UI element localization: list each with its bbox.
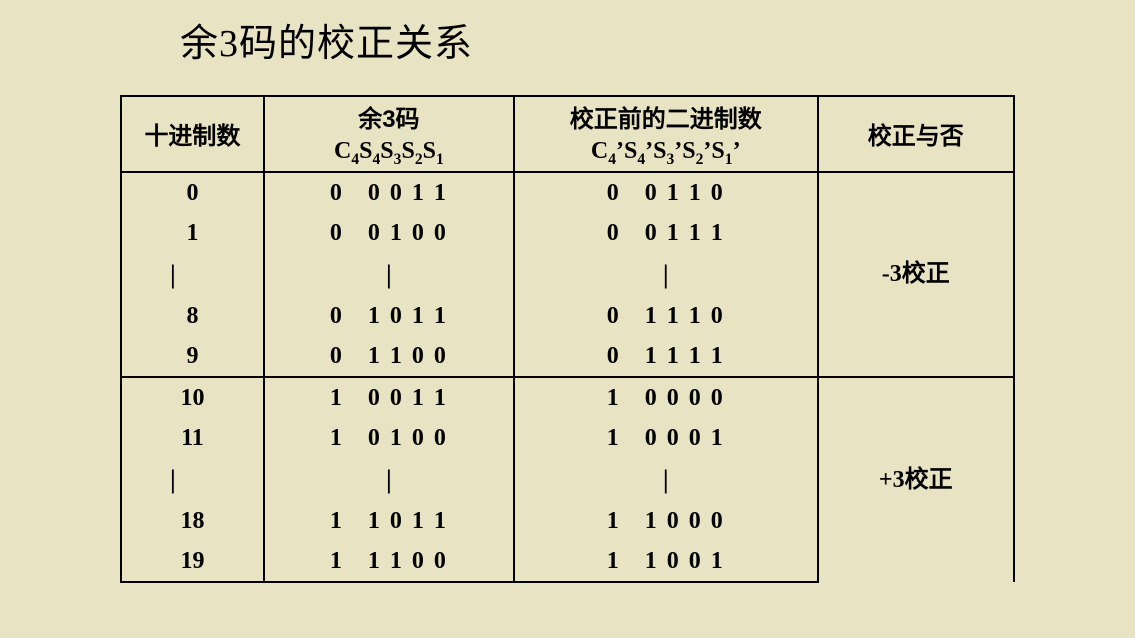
table-cell-excess3: 0 0 0 1 1 (264, 172, 514, 213)
col-subheader-binary: C4’S4’S3’S2’S1’ (514, 136, 818, 172)
table-cell-decimal: 11 (121, 418, 264, 458)
correction-table: 十进制数 余3码 校正前的二进制数 校正与否 C4S4S3S2S1 C4’S4’… (120, 95, 1015, 583)
table-cell-excess3: 1 1 0 1 1 (264, 501, 514, 541)
col-header-decimal: 十进制数 (121, 96, 264, 172)
col-header-correction: 校正与否 (818, 96, 1014, 172)
col-subheader-excess3: C4S4S3S2S1 (264, 136, 514, 172)
table-cell-excess3: 1 1 1 0 0 (264, 541, 514, 582)
col-header-excess3: 余3码 (264, 96, 514, 136)
table-cell-binary: 1 0 0 0 1 (514, 418, 818, 458)
table-cell-decimal: 1 (121, 213, 264, 253)
table-cell-excess3: 1 0 0 1 1 (264, 377, 514, 418)
table-cell-excess3: 0 0 1 0 0 (264, 213, 514, 253)
table-cell-binary: | (514, 253, 818, 296)
page-title: 余3码的校正关系 (120, 0, 1015, 95)
group1-body: 00 0 0 1 10 0 1 1 0-3校正 10 0 1 0 00 0 1 1… (121, 172, 1014, 377)
table-cell-binary: 1 1 0 0 1 (514, 541, 818, 582)
correction-label: +3校正 (818, 377, 1014, 582)
table-cell-decimal: 10 (121, 377, 264, 418)
table-cell-excess3: 1 0 1 0 0 (264, 418, 514, 458)
table-cell-excess3: | (264, 253, 514, 296)
table-cell-binary: | (514, 458, 818, 501)
table-cell-binary: 0 1 1 1 0 (514, 296, 818, 336)
table-cell-binary: 0 1 1 1 1 (514, 336, 818, 377)
table-cell-excess3: | (264, 458, 514, 501)
table-cell-binary: 0 0 1 1 1 (514, 213, 818, 253)
table-cell-decimal: | (121, 253, 264, 296)
col-header-binary-before: 校正前的二进制数 (514, 96, 818, 136)
table-cell-decimal: | (121, 458, 264, 501)
table-cell-decimal: 0 (121, 172, 264, 213)
table-cell-decimal: 19 (121, 541, 264, 582)
table-cell-decimal: 8 (121, 296, 264, 336)
table-cell-decimal: 9 (121, 336, 264, 377)
table-cell-binary: 1 1 0 0 0 (514, 501, 818, 541)
table-cell-excess3: 0 1 1 0 0 (264, 336, 514, 377)
table-cell-excess3: 0 1 0 1 1 (264, 296, 514, 336)
table-cell-binary: 0 0 1 1 0 (514, 172, 818, 213)
table-cell-binary: 1 0 0 0 0 (514, 377, 818, 418)
correction-label: -3校正 (818, 172, 1014, 377)
group2-body: 101 0 0 1 11 0 0 0 0+3校正 111 0 1 0 01 0 0… (121, 377, 1014, 582)
table-cell-decimal: 18 (121, 501, 264, 541)
